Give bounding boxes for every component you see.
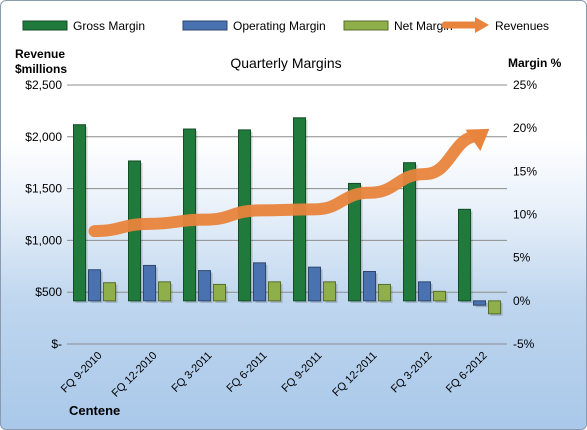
left-tick-label: $1,000 xyxy=(25,233,62,247)
legend-arrowhead xyxy=(475,17,489,33)
right-axis-label: Margin % xyxy=(508,56,562,70)
category-label: FQ 6-2011 xyxy=(225,350,270,395)
legend-swatch xyxy=(22,20,68,31)
right-tick-label: -5% xyxy=(513,337,535,351)
legend-swatch xyxy=(343,20,389,31)
company-label: Centene xyxy=(69,403,120,418)
legend-label: Revenues xyxy=(495,19,549,33)
bar-net-margin xyxy=(268,281,281,302)
revenue-line xyxy=(88,129,486,238)
right-tick-label: 25% xyxy=(513,78,537,92)
category-label: FQ 3-2011 xyxy=(170,350,215,395)
bar-net-margin xyxy=(378,283,391,302)
legend: Gross Margin Operating Margin Net Margin Re… xyxy=(22,17,549,33)
bar-operating-margin xyxy=(418,281,431,302)
bar-operating-margin xyxy=(363,270,376,302)
left-tick-label: $- xyxy=(51,337,62,351)
bar-operating-margin xyxy=(198,270,211,302)
bar-net-margin xyxy=(158,281,171,302)
right-tick-label: 0% xyxy=(513,294,531,308)
left-tick-label: $500 xyxy=(35,285,62,299)
left-tick-label: $2,000 xyxy=(25,130,62,144)
left-axis-label-line2: $millions xyxy=(15,62,67,76)
bar-operating-margin xyxy=(143,264,156,302)
legend-label: Net Margin xyxy=(394,19,453,33)
legend-label: Gross Margin xyxy=(73,19,145,33)
bar-gross-margin xyxy=(458,208,471,302)
bar-net-margin xyxy=(323,281,336,302)
bar-gross-margin xyxy=(73,124,86,302)
bar-gross-margin xyxy=(348,182,361,302)
chart-title: Quarterly Margins xyxy=(230,55,341,71)
right-tick-label: 5% xyxy=(513,251,531,265)
legend-label: Operating Margin xyxy=(233,19,326,33)
right-tick-label: 10% xyxy=(513,208,537,222)
right-tick-label: 20% xyxy=(513,121,537,135)
category-label: FQ 3-2012 xyxy=(389,350,435,396)
category-label: FQ 9-2011 xyxy=(280,350,325,395)
category-label: FQ 12-2011 xyxy=(330,350,379,399)
revenue-arrowhead xyxy=(465,128,490,152)
category-label: FQ 9-2010 xyxy=(59,350,105,396)
bar-operating-margin xyxy=(473,300,486,306)
left-tick-label: $1,500 xyxy=(25,182,62,196)
bar-operating-margin xyxy=(88,269,101,302)
category-label: FQ 6-2012 xyxy=(444,350,490,396)
bar-gross-margin xyxy=(403,162,416,302)
bar-net-margin xyxy=(488,300,501,315)
bar-operating-margin xyxy=(253,262,266,302)
bar-net-margin xyxy=(103,282,116,302)
bar-net-margin xyxy=(213,283,226,302)
bar-net-margin xyxy=(433,290,446,302)
left-tick-label: $2,500 xyxy=(25,78,62,92)
bar-operating-margin xyxy=(308,266,321,302)
right-tick-label: 15% xyxy=(513,164,537,178)
left-axis-label-line1: Revenue xyxy=(15,47,65,61)
category-label: FQ 12-2010 xyxy=(110,350,160,400)
legend-swatch xyxy=(182,20,228,31)
